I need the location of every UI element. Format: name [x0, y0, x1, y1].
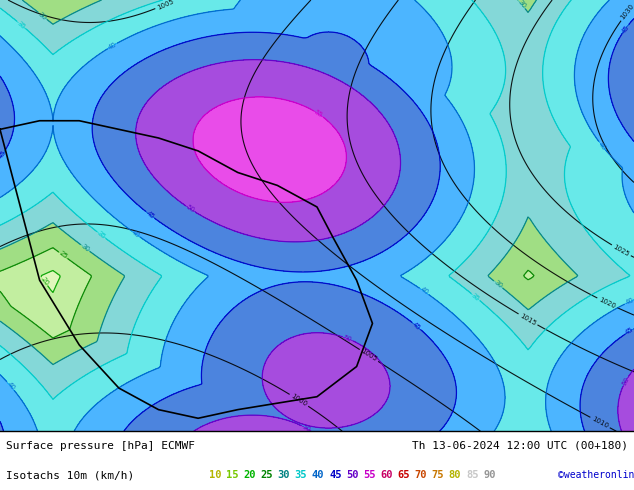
Text: 1010: 1010 — [591, 416, 609, 429]
Text: 50: 50 — [621, 376, 630, 387]
Text: 60: 60 — [380, 470, 393, 480]
Text: 80: 80 — [449, 470, 462, 480]
Text: 40: 40 — [597, 141, 607, 151]
Text: ©weatheronline.co.uk: ©weatheronline.co.uk — [558, 470, 634, 480]
Text: 35: 35 — [470, 292, 481, 302]
Text: 90: 90 — [483, 470, 496, 480]
Text: 70: 70 — [415, 470, 427, 480]
Text: 85: 85 — [466, 470, 479, 480]
Text: 1000: 1000 — [290, 393, 308, 408]
Text: 20: 20 — [39, 276, 49, 287]
Text: 40: 40 — [6, 381, 16, 392]
Text: Surface pressure [hPa] ECMWF: Surface pressure [hPa] ECMWF — [6, 441, 195, 451]
Text: 1015: 1015 — [519, 313, 537, 326]
Text: 50: 50 — [301, 423, 312, 433]
Text: 50: 50 — [342, 334, 353, 343]
Text: 1005: 1005 — [360, 348, 378, 363]
Text: 20: 20 — [243, 470, 256, 480]
Text: 45: 45 — [621, 24, 630, 34]
Text: 75: 75 — [432, 470, 444, 480]
Text: 45: 45 — [624, 326, 634, 336]
Text: Isotachs 10m (km/h): Isotachs 10m (km/h) — [6, 470, 134, 480]
Text: 1005: 1005 — [156, 0, 175, 11]
Text: 1025: 1025 — [612, 244, 630, 257]
Text: 35: 35 — [96, 230, 107, 240]
Text: 45: 45 — [0, 149, 8, 160]
Text: 1030: 1030 — [619, 3, 634, 21]
Text: 15: 15 — [226, 470, 239, 480]
Text: 50: 50 — [346, 470, 359, 480]
Text: 30: 30 — [278, 470, 290, 480]
Text: 40: 40 — [624, 297, 634, 306]
Text: 45: 45 — [329, 470, 342, 480]
Text: 45: 45 — [145, 210, 155, 220]
Text: 30: 30 — [80, 243, 91, 253]
Text: 35: 35 — [16, 20, 27, 30]
Text: 30: 30 — [493, 279, 503, 290]
Text: 30: 30 — [516, 0, 527, 10]
Text: 1020: 1020 — [598, 296, 616, 310]
Text: 10: 10 — [209, 470, 222, 480]
Text: 40: 40 — [312, 470, 325, 480]
Text: 25: 25 — [261, 470, 273, 480]
Text: 50: 50 — [185, 204, 196, 214]
Text: 40: 40 — [418, 286, 429, 296]
Text: 55: 55 — [363, 470, 376, 480]
Text: Th 13-06-2024 12:00 UTC (00+180): Th 13-06-2024 12:00 UTC (00+180) — [411, 441, 628, 451]
Text: 40: 40 — [107, 41, 118, 51]
Text: 30: 30 — [37, 11, 48, 21]
Text: 25: 25 — [58, 250, 68, 260]
Text: 55: 55 — [313, 109, 324, 119]
Text: 35: 35 — [295, 470, 307, 480]
Text: 45: 45 — [411, 321, 422, 331]
Text: 65: 65 — [398, 470, 410, 480]
Text: 40: 40 — [130, 229, 141, 239]
